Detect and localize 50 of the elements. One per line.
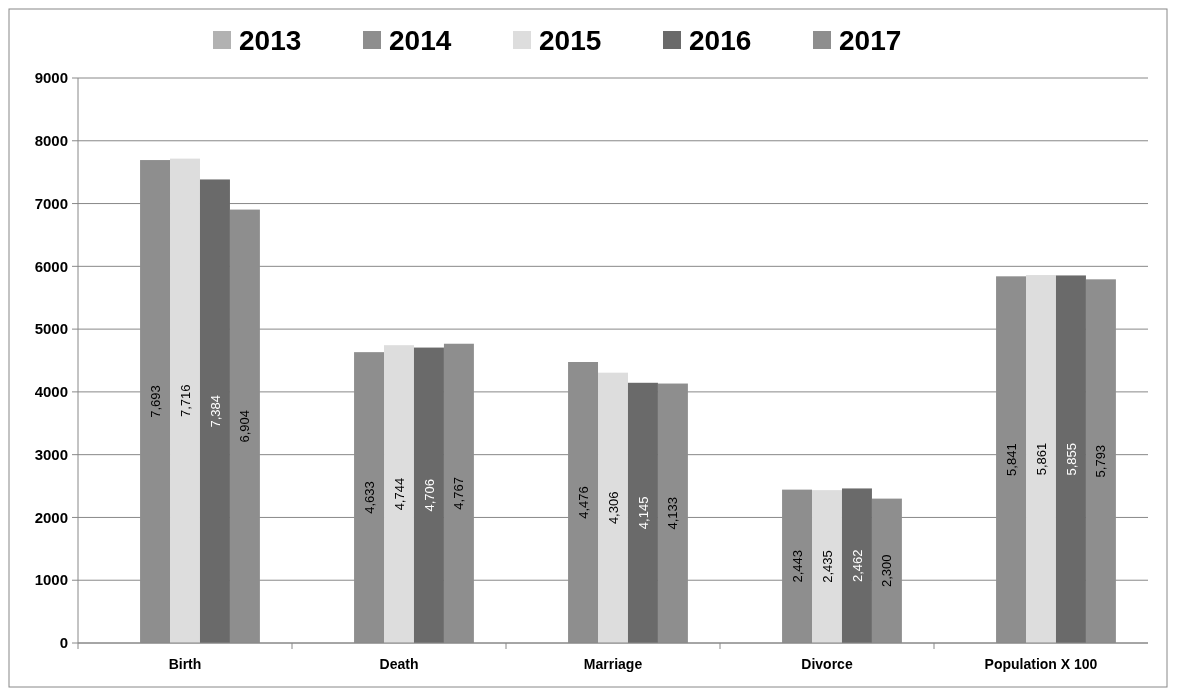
data-label: 4,306 [605,491,621,525]
data-label: 4,767 [451,477,467,510]
data-label: 4,706 [421,479,437,512]
bar [1026,275,1056,643]
data-label: 5,793 [1093,444,1109,478]
data-label: 4,133 [665,497,681,530]
bar [598,372,628,643]
legend-label: 2016 [689,24,752,56]
data-label: 2,443 [789,550,805,583]
y-tick-label: 6000 [34,257,68,275]
data-label: 7,716 [177,384,193,418]
y-tick-label: 3000 [34,445,68,463]
y-tick-label: 8000 [34,132,68,150]
legend-label: 2014 [389,24,452,56]
y-tick-label: 4000 [34,383,68,401]
data-label: 5,841 [1003,443,1019,476]
bar [170,158,200,643]
data-label: 7,384 [207,394,223,428]
bar [627,382,658,643]
x-tick-label: Divorce [801,656,853,672]
y-tick-label: 9000 [34,69,68,87]
data-label: 5,855 [1063,442,1079,476]
y-tick-label: 7000 [34,194,68,212]
bar [1055,275,1086,643]
bar [384,345,414,643]
x-tick-label: Death [379,656,419,672]
y-tick-label: 0 [59,634,68,652]
x-tick-label: Birth [168,656,202,672]
bar [413,347,444,643]
data-label: 4,633 [361,481,377,514]
data-label: 5,861 [1033,442,1049,476]
data-label: 4,476 [575,486,591,519]
data-label: 4,145 [635,496,651,530]
legend-label: 2017 [839,24,902,56]
legend-label: 2015 [539,24,602,56]
y-tick-label: 1000 [34,571,68,589]
y-tick-label: 2000 [34,508,68,526]
bar [812,490,842,643]
data-label: 7,693 [147,385,163,418]
data-label: 4,744 [391,477,407,511]
y-tick-label: 5000 [34,320,68,338]
data-label: 2,300 [879,554,895,588]
legend-label: 2013 [239,24,302,56]
data-label: 2,435 [819,550,835,583]
x-tick-label: Population X 100 [984,656,1098,672]
bar [199,179,230,643]
bar [841,488,872,643]
x-tick-label: Marriage [583,656,643,672]
data-label: 2,462 [849,549,865,582]
data-label: 6,904 [237,410,253,443]
